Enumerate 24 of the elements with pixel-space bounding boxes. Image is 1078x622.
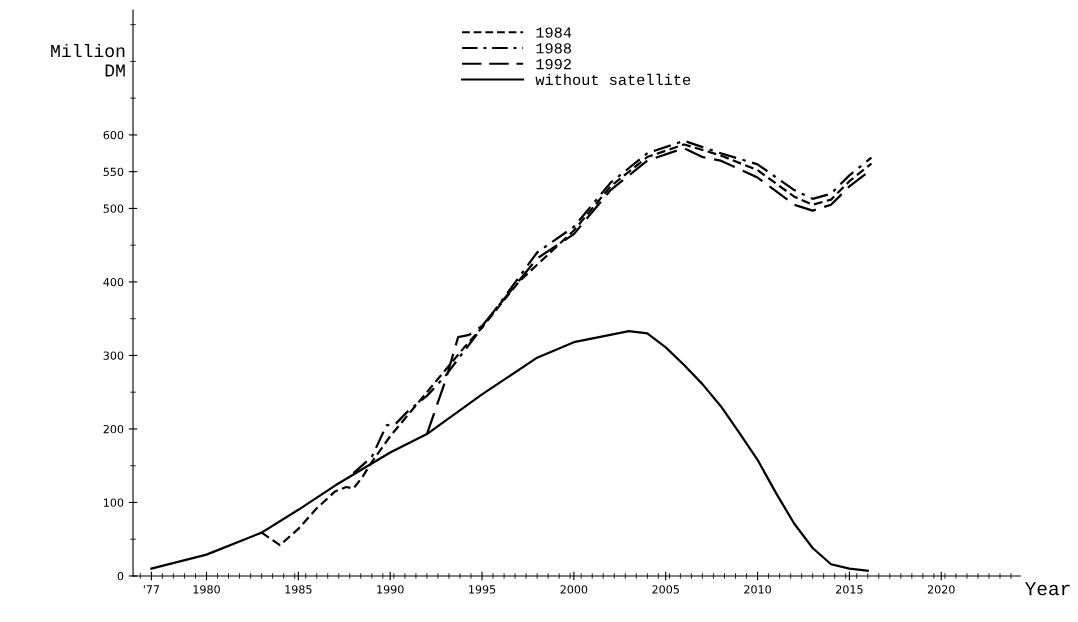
x-tick-label: 1990 — [377, 585, 404, 594]
y-axis-title: Million DM — [51, 43, 125, 77]
x-tick-label: 1980 — [193, 585, 220, 594]
y-tick-label: 100 — [104, 498, 124, 507]
y-tick-label: 300 — [103, 351, 124, 360]
x-tick-label: '77 — [143, 585, 160, 594]
y-tick-label: 550 — [103, 167, 124, 177]
x-tick-label: 1995 — [469, 585, 496, 594]
x-tick-label: 2005 — [652, 585, 679, 594]
y-tick-label: 200 — [103, 424, 124, 434]
legend-label: 1992 — [536, 58, 571, 70]
y-tick-label: 600 — [103, 130, 124, 140]
x-tick-label: 2020 — [927, 585, 955, 594]
y-tick-label: 0 — [117, 571, 124, 581]
legend-label: 1988 — [536, 43, 572, 54]
x-tick-label: 2000 — [560, 585, 588, 594]
x-axis-title: Year — [1025, 582, 1070, 596]
x-tick-label: 2015 — [836, 585, 863, 594]
legend-label: 1984 — [536, 27, 572, 38]
y-tick-label: 500 — [103, 204, 124, 213]
legend-label: without satellite — [535, 73, 691, 86]
y-tick-label: 400 — [103, 277, 124, 287]
x-tick-label: 2010 — [744, 585, 771, 594]
x-tick-label: 1985 — [285, 585, 312, 594]
